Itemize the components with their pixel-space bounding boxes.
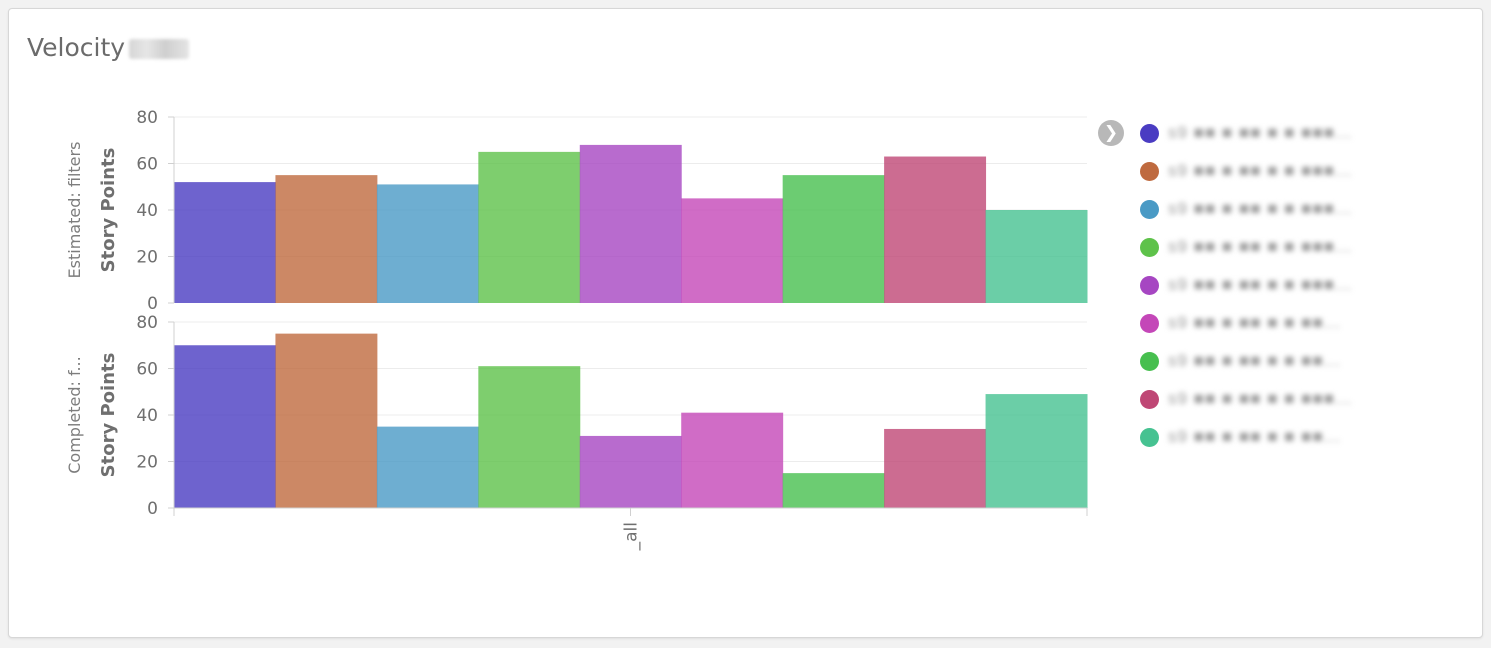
velocity-panel: Velocity <box>8 8 1483 638</box>
y-tick-label: 80 <box>136 108 158 128</box>
panel-title: Velocity <box>27 33 190 62</box>
legend-color-dot <box>1140 275 1159 295</box>
legend-item[interactable]: s9 ■■ ■ ■■ ■ ■ ■■■... <box>1140 266 1352 304</box>
legend-label: s9 ■■ ■ ■■ ■ ■ ■■■... <box>1168 161 1353 180</box>
bar-series-8 <box>884 156 987 303</box>
legend-label: s9 ■■ ■ ■■ ■ ■ ■■... <box>1168 351 1341 370</box>
bar-series-7 <box>782 175 885 303</box>
legend-item[interactable]: s9 ■■ ■ ■■ ■ ■ ■■■... <box>1140 152 1352 190</box>
bar-series-4 <box>478 366 581 508</box>
y-tick-label: 80 <box>136 313 158 333</box>
bar-series-9 <box>985 210 1088 303</box>
y-tick-label: 0 <box>147 499 158 519</box>
y-tick-label: 60 <box>136 155 158 175</box>
title-redacted-blur <box>129 39 190 59</box>
y-axis-subtitle: Estimated: filters <box>65 142 84 279</box>
legend-item[interactable]: s9 ■■ ■ ■■ ■ ■ ■■■... <box>1140 114 1352 152</box>
legend-color-dot <box>1140 123 1159 143</box>
bar-series-1 <box>174 182 276 303</box>
subchart-2: 0 20 40 60 80 Completed: f... Story Points _all <box>65 313 1088 551</box>
y-tick-label: 20 <box>136 453 158 473</box>
legend-item[interactable]: s9 ■■ ■ ■■ ■ ■ ■■■... <box>1140 190 1352 228</box>
y-tick-label: 20 <box>136 248 158 268</box>
legend-item[interactable]: s9 ■■ ■ ■■ ■ ■ ■■... <box>1140 418 1352 456</box>
legend-color-dot <box>1140 427 1159 447</box>
x-tick-label: _all <box>622 522 642 551</box>
legend-item[interactable]: s9 ■■ ■ ■■ ■ ■ ■■■... <box>1140 228 1352 266</box>
legend-color-dot <box>1140 313 1159 333</box>
bar-series-3 <box>376 184 479 303</box>
bar-series-3 <box>376 426 479 508</box>
legend-item[interactable]: s9 ■■ ■ ■■ ■ ■ ■■... <box>1140 342 1352 380</box>
bar-series-6 <box>681 412 784 508</box>
y-tick-label: 0 <box>147 294 158 314</box>
legend-label: s9 ■■ ■ ■■ ■ ■ ■■■... <box>1168 199 1353 218</box>
y-tick-label: 60 <box>136 360 158 380</box>
legend-label: s9 ■■ ■ ■■ ■ ■ ■■■... <box>1168 123 1353 142</box>
panel-title-text: Velocity <box>27 33 126 62</box>
subchart-1: 0 20 40 60 80 Estimated: filters Story Points <box>65 108 1088 314</box>
bar-series-5 <box>579 435 682 508</box>
bar-series-2 <box>275 175 378 303</box>
bar-series-5 <box>579 144 682 303</box>
legend-color-dot <box>1140 237 1159 257</box>
legend-color-dot <box>1140 389 1159 409</box>
legend-items: s9 ■■ ■ ■■ ■ ■ ■■■... s9 ■■ ■ ■■ ■ ■ ■■■.… <box>1140 114 1352 456</box>
y-axis-title: Story Points <box>98 353 119 478</box>
y-axis-title: Story Points <box>98 148 119 273</box>
legend-color-dot <box>1140 199 1159 219</box>
y-tick-label: 40 <box>136 406 158 426</box>
bar-series-6 <box>681 198 784 303</box>
legend-item[interactable]: s9 ■■ ■ ■■ ■ ■ ■■... <box>1140 304 1352 342</box>
chevron-right-icon[interactable]: ❯ <box>1098 120 1124 146</box>
bar-series-4 <box>478 151 581 303</box>
legend-color-dot <box>1140 161 1159 181</box>
legend-color-dot <box>1140 351 1159 371</box>
legend-label: s9 ■■ ■ ■■ ■ ■ ■■■... <box>1168 237 1353 256</box>
bar-series-9 <box>985 394 1088 508</box>
legend-label: s9 ■■ ■ ■■ ■ ■ ■■... <box>1168 313 1341 332</box>
legend-label: s9 ■■ ■ ■■ ■ ■ ■■■... <box>1168 275 1353 294</box>
y-axis-subtitle: Completed: f... <box>65 356 84 473</box>
legend-label: s9 ■■ ■ ■■ ■ ■ ■■■... <box>1168 389 1353 408</box>
legend-item[interactable]: s9 ■■ ■ ■■ ■ ■ ■■■... <box>1140 380 1352 418</box>
bar-series-1 <box>174 345 276 508</box>
bar-series-8 <box>884 428 987 508</box>
bar-series-2 <box>275 333 378 508</box>
legend-label: s9 ■■ ■ ■■ ■ ■ ■■... <box>1168 427 1341 446</box>
y-tick-label: 40 <box>136 201 158 221</box>
bar-series-7 <box>782 473 885 508</box>
